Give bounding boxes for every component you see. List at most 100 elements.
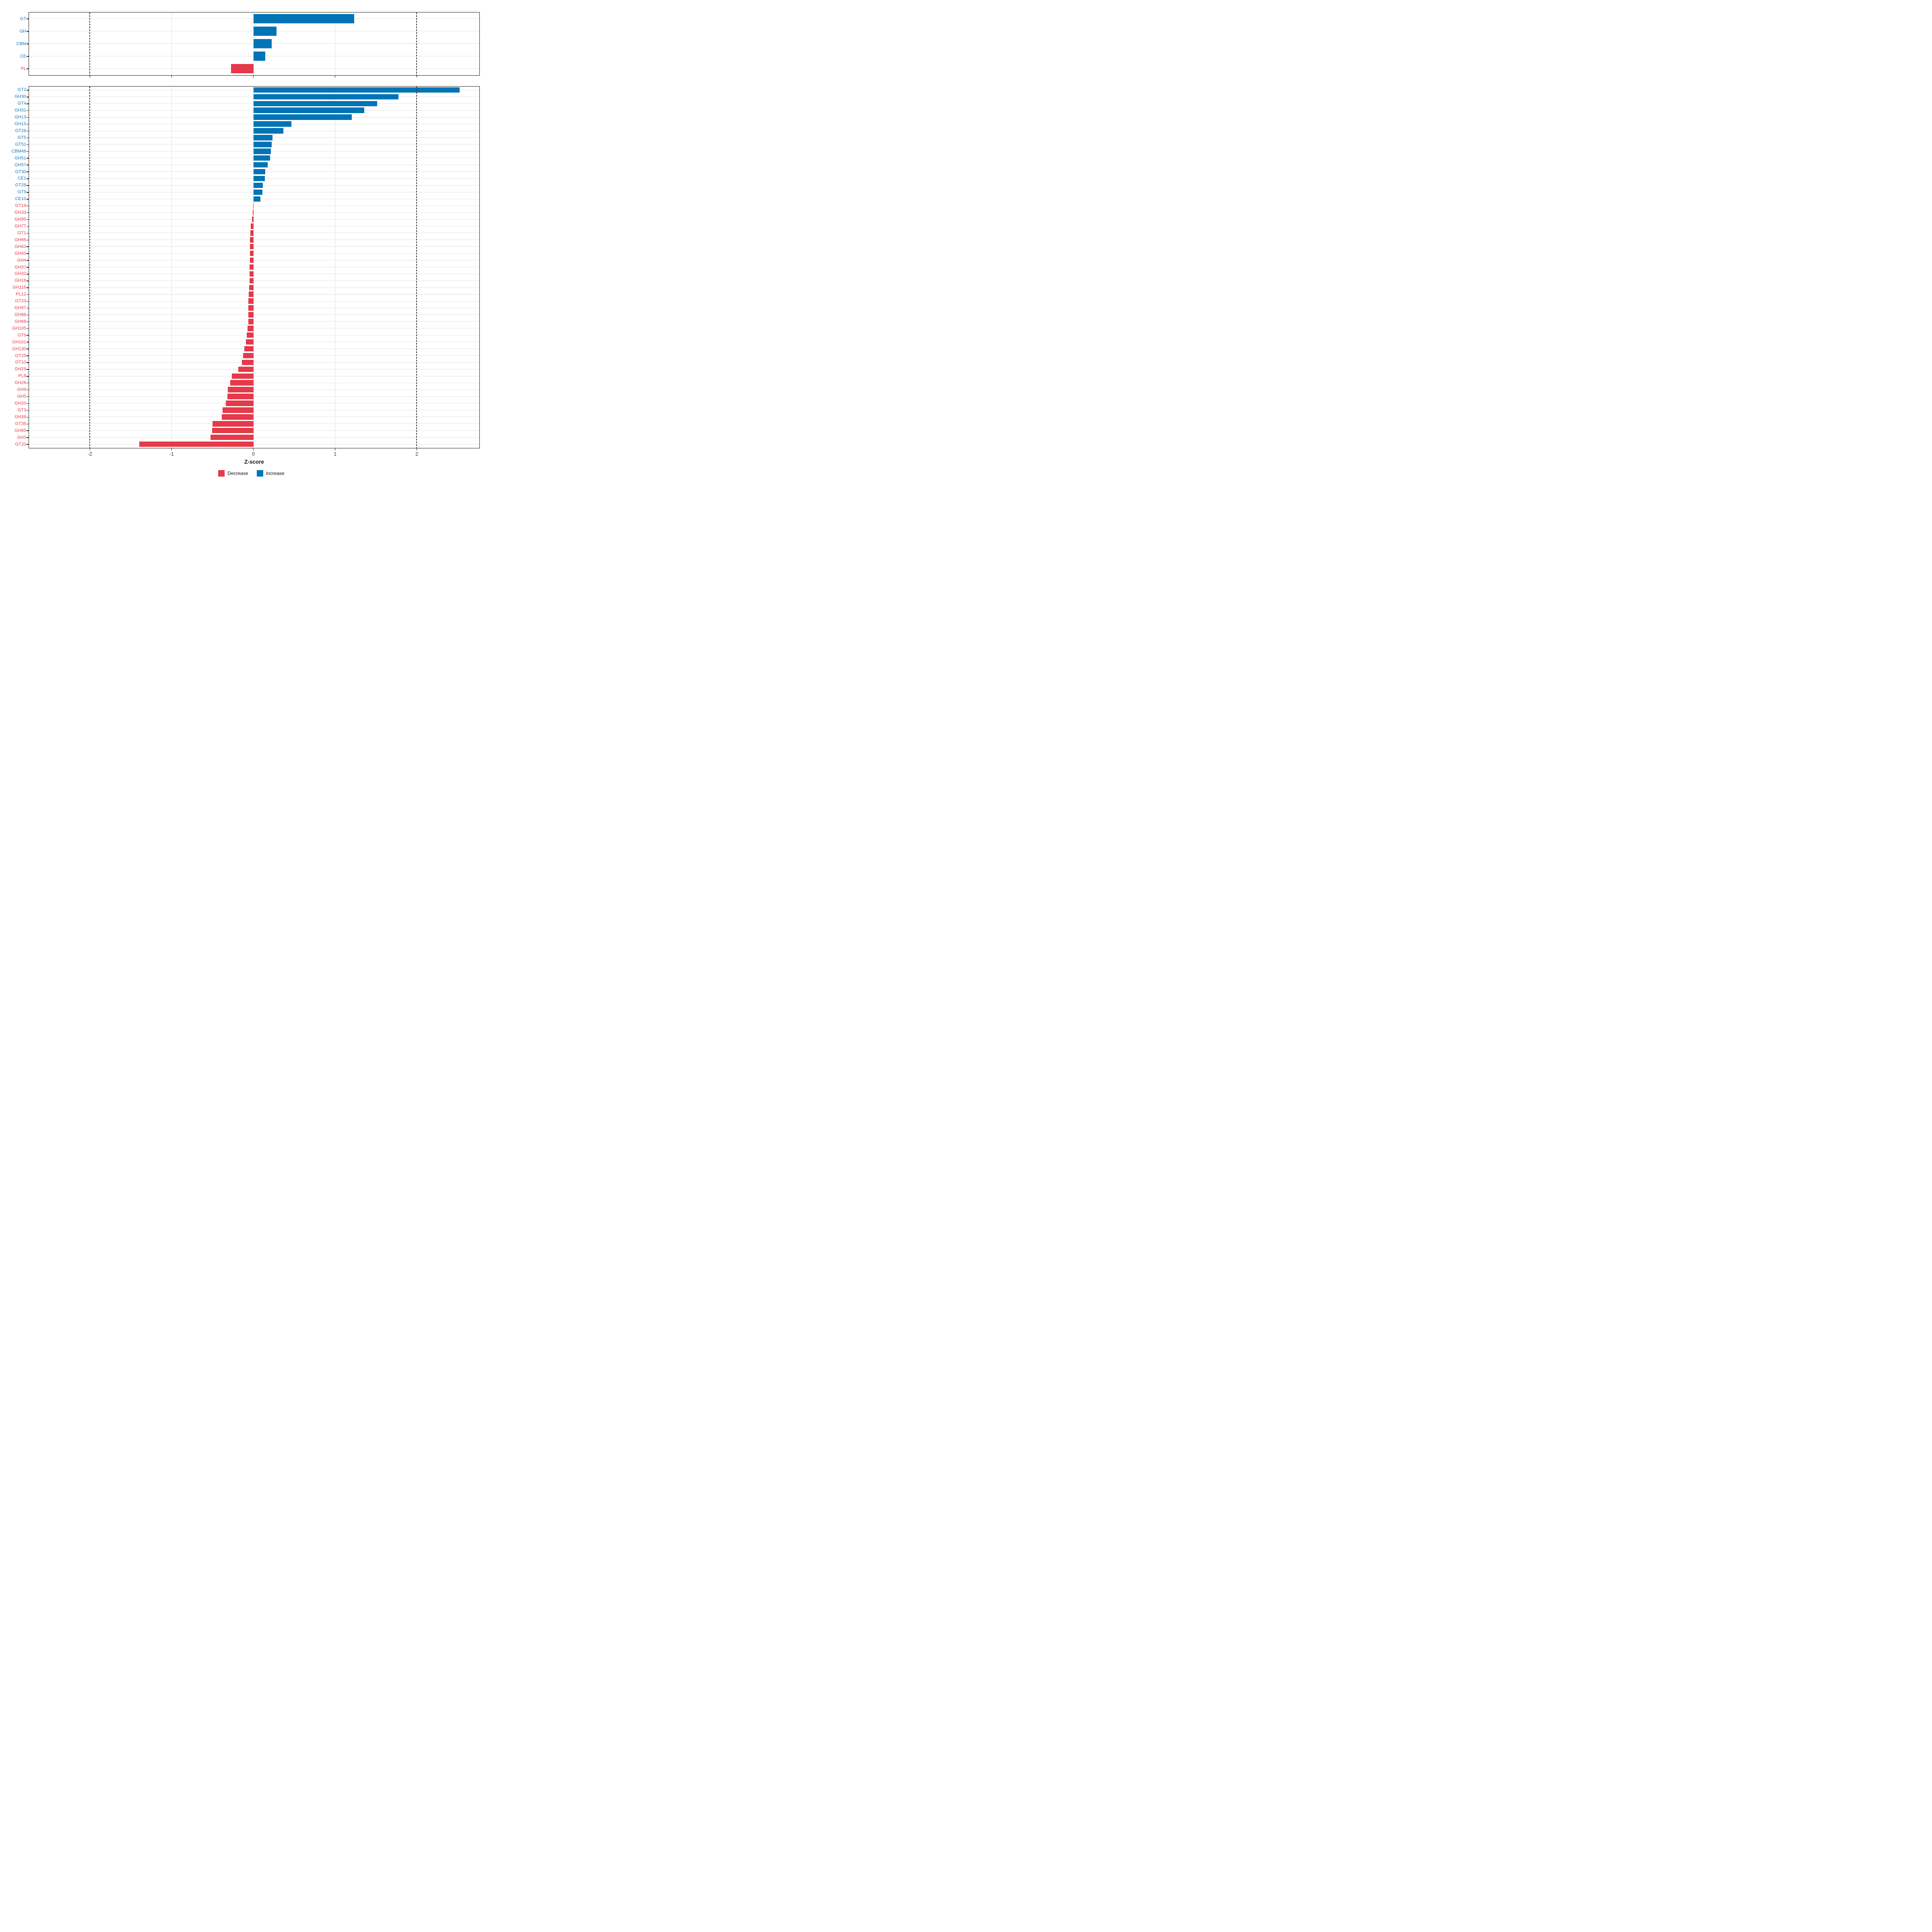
y-axis-tick [27,260,29,261]
bar-CBM48 [254,149,271,154]
category-label-GT9: GT9 [17,190,26,195]
y-axis-tick [27,417,29,418]
category-label-GH105: GH105 [12,326,26,331]
y-axis-tick [27,403,29,404]
legend-swatch-increase [256,470,263,477]
y-axis-tick [27,410,29,411]
category-label-GH116: GH116 [12,285,26,290]
x-axis-tick [171,76,172,78]
y-axis-tick [27,130,29,132]
category-label-GT6: GT6 [17,332,26,338]
x-tick-label--1: -1 [169,451,174,457]
category-label-GH95: GH95 [14,217,26,222]
category-label-GH3: GH3 [17,435,26,440]
bar-GT20 [139,441,254,447]
y-axis-tick [27,267,29,268]
category-label-GT: GT [20,16,26,21]
y-axis-tick [27,369,29,370]
y-axis-tick [27,287,29,288]
bar-GH18 [249,278,254,284]
bar-GT23 [248,298,254,304]
y-axis-tick [27,151,29,152]
bar-GT9 [254,189,262,195]
bar-GH97 [248,305,254,311]
category-label-GH57: GH57 [14,162,26,167]
bar-GT4 [254,101,378,107]
bar-PL [231,64,254,73]
bar-GH15 [254,121,291,127]
legend-label-increase: Increase [266,471,285,476]
bar-GH105 [248,326,254,331]
category-label-GH13: GH13 [14,115,26,120]
bar-PL8 [231,373,254,379]
y-axis-tick [27,43,29,44]
bar-GH65 [212,427,254,433]
category-label-GH77: GH77 [14,223,26,229]
bar-GH4 [250,257,254,263]
legend-label-decrease: Decrease [227,471,248,476]
class-panel [29,12,480,76]
category-label-GT4: GT4 [17,101,26,106]
category-label-GT19: GT19 [15,203,26,208]
x-tick-label-0: 0 [252,451,255,457]
category-label-GH31: GH31 [14,108,26,113]
bar-GH37 [250,264,254,270]
bar-GH130 [244,346,254,352]
x-axis-tick [89,448,91,450]
category-label-GH37: GH37 [14,264,26,270]
category-label-GH5: GH5 [17,394,26,399]
bar-GH43 [250,250,254,256]
y-axis-tick [27,314,29,316]
bar-GH88 [248,312,254,318]
bar-GT28 [254,182,263,188]
bar-CBM [254,39,272,48]
y-axis-tick [27,430,29,431]
category-label-GT25: GT25 [15,353,26,358]
family-panel [29,86,480,448]
bar-GH29 [238,366,254,372]
bar-GH66 [250,237,254,243]
category-label-GH68: GH68 [14,319,26,324]
bar-GT51 [254,142,272,147]
y-axis-tick [27,328,29,329]
y-axis-tick [27,253,29,254]
y-axis-tick [27,68,29,69]
category-label-GH101: GH101 [12,339,26,345]
bar-GT26 [254,128,283,134]
category-label-GH43: GH43 [14,251,26,256]
gridline-h [29,246,479,247]
bar-GH30 [254,94,398,100]
gridline-h [29,253,479,254]
category-label-CE: CE [20,54,26,59]
gridline-v [171,87,172,448]
category-label-GT3: GT3 [17,407,26,413]
category-label-GH20: GH20 [14,400,26,406]
x-axis-tick [171,448,172,450]
category-label-GH65: GH65 [14,428,26,433]
bar-GT2 [254,87,460,93]
gridline-h [29,219,479,220]
bar-GH9 [228,387,254,392]
bar-GT19 [253,203,254,208]
category-label-GT28: GT28 [15,183,26,188]
gridline-h [29,430,479,431]
category-label-GH15: GH15 [14,122,26,127]
bar-GT10 [242,359,254,365]
category-label-GH130: GH130 [12,346,26,351]
category-label-CBM48: CBM48 [11,149,26,154]
bar-GH77 [251,223,254,229]
gridline-h [29,423,479,424]
x-axis-tick [253,448,254,450]
gridline-h [29,396,479,397]
category-label-CE1: CE1 [17,176,26,181]
category-label-GT30: GT30 [15,169,26,174]
category-label-GT26: GT26 [15,128,26,133]
bar-GH20 [226,400,254,406]
bar-GT5 [254,135,273,140]
gridline-h [29,437,479,438]
bar-GT25 [243,353,254,359]
gridline-v [253,12,254,75]
category-label-GH88: GH88 [14,312,26,317]
y-axis-tick [27,103,29,104]
x-tick-label-1: 1 [334,451,337,457]
